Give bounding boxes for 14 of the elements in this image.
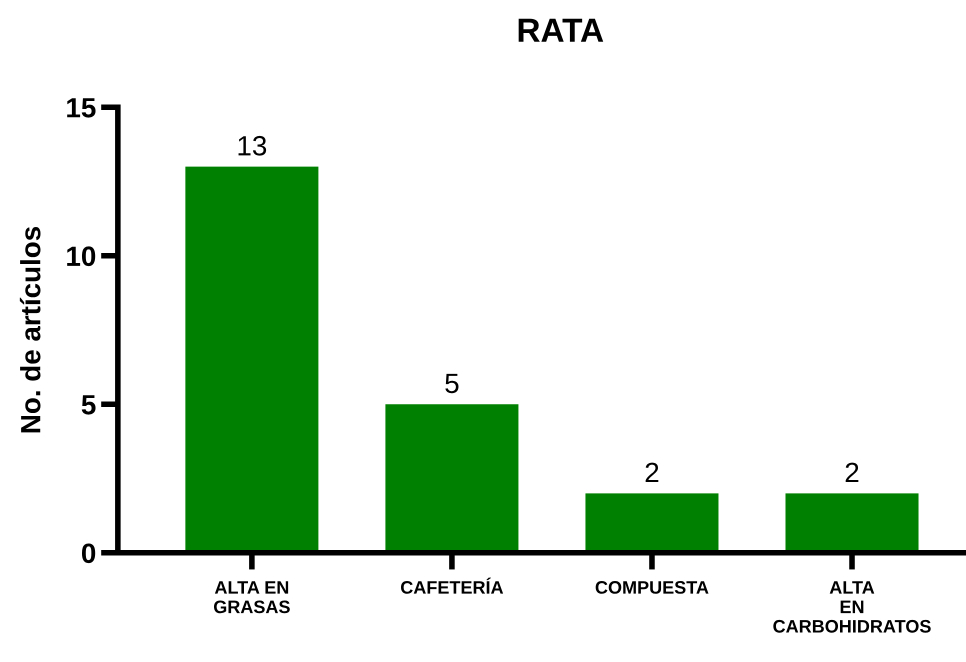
x-tick-label: COMPUESTA	[596, 581, 709, 594]
data-label: 13	[238, 136, 266, 156]
data-label: 2	[646, 462, 658, 482]
data-label: 2	[846, 462, 858, 482]
chart-title: RATA	[518, 18, 604, 42]
x-tick-label: ALTA EN CARBOHIDRATOS	[773, 581, 931, 633]
x-tick-label: ALTA EN GRASAS	[214, 581, 290, 614]
y-tick-label: 5	[82, 395, 96, 415]
y-tick-label: 15	[67, 98, 96, 118]
y-tick-label: 10	[67, 246, 96, 266]
data-label: 5	[445, 374, 458, 394]
y-tick-label: 0	[82, 543, 96, 564]
x-tick-label: CAFETERÍA	[401, 578, 504, 594]
y-axis-title: No. de artículos	[20, 226, 40, 432]
